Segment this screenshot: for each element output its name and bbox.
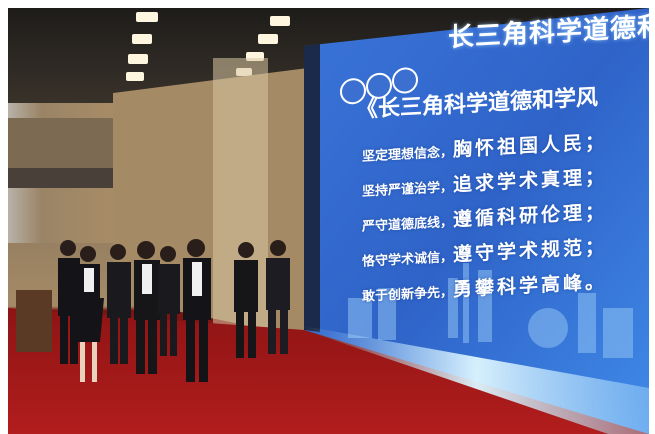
pledge-part-a: 坚定理想信念， <box>362 144 454 165</box>
pledge-part-a: 恪守学术诚信， <box>362 249 454 270</box>
stage-carpet <box>8 308 608 434</box>
wall-vent <box>8 168 118 188</box>
person <box>234 242 258 358</box>
pledge-part-a: 坚持严谨治学， <box>362 179 454 200</box>
pledge-line: 恪守学术诚信，遵守学术规范； <box>362 232 607 272</box>
ceiling-lights <box>126 12 290 81</box>
pledge-line: 敢于创新争先，勇攀科学高峰。 <box>362 267 607 307</box>
person <box>183 239 211 382</box>
people-group <box>58 239 290 382</box>
person <box>74 246 104 382</box>
pledge-part-a: 严守道德底线， <box>362 214 454 235</box>
pledge-part-b: 勇攀科学高峰。 <box>453 270 608 301</box>
person <box>107 244 131 364</box>
pledge-part-b: 胸怀祖国人民； <box>453 130 608 161</box>
screen-glow <box>304 326 649 434</box>
pledge-part-a: 敢于创新争先， <box>362 284 454 305</box>
person <box>266 240 290 354</box>
scene-illustration <box>8 8 649 434</box>
pledge-line: 坚持严谨治学，追求学术真理； <box>362 162 607 202</box>
pledge-line: 坚定理想信念，胸怀祖国人民； <box>362 127 607 167</box>
person <box>134 241 160 374</box>
podium <box>16 290 52 352</box>
pledge-line: 严守道德底线，遵循科研伦理； <box>362 197 607 237</box>
screen-text: 长三角科学道德和学风 《长三角科学道德和学风 坚定理想信念，胸怀祖国人民； 坚持… <box>338 8 649 423</box>
screen-edge <box>304 44 320 332</box>
pledge-part-b: 遵循科研伦理； <box>453 200 608 231</box>
photo: 长三角科学道德和学风 《长三角科学道德和学风 坚定理想信念，胸怀祖国人民； 坚持… <box>8 8 649 434</box>
screen-skyline <box>348 263 633 358</box>
pledge-part-b: 遵守学术规范； <box>453 235 608 266</box>
wall-panel <box>8 118 118 168</box>
screen-title: 长三角科学道德和学风 <box>448 9 649 54</box>
pledge-part-b: 追求学术真理； <box>453 165 608 196</box>
person <box>158 246 180 356</box>
